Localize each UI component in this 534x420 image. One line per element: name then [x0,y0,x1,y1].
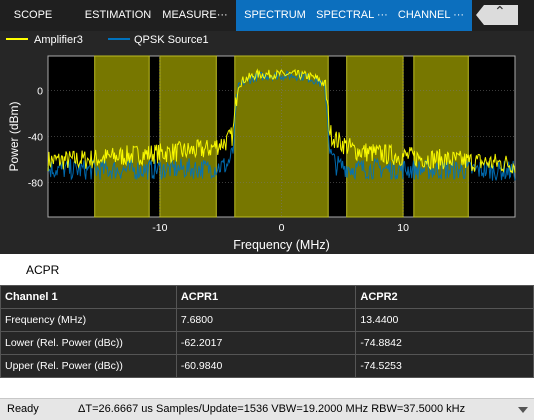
toolstrip-tabs: SCOPE ESTIMATION MEASURE··· SPECTRUM SPE… [0,0,534,31]
channel-band [94,55,150,218]
x-axis-label: Frequency (MHz) [233,238,330,252]
y-axis-label: Power (dBm) [7,101,21,171]
channel-band [346,55,404,218]
y-tick-label: 0 [37,86,43,98]
acpr-row-label: Lower (Rel. Power (dBc)) [0,331,177,355]
status-ready: Ready [7,403,39,415]
tab-measurements[interactable]: MEASURE··· [162,9,228,21]
spectrum-chart-svg[interactable]: -10 0 10 0 -40 -80 Frequency (MHz) Power (dBm) [0,31,534,254]
acpr-header-acpr2: ACPR2 [355,285,534,309]
spectrum-plot: Amplifier3 QPSK Source1 -10 0 10 0 -40 -80 Fre… [0,31,534,254]
plot-legend[interactable]: Amplifier3 QPSK Source1 [0,31,534,49]
series-line-qpsk-source1 [47,70,516,181]
y-tick-label: -40 [28,132,43,144]
x-tick-label: 0 [279,222,285,234]
acpr-header-acpr1: ACPR1 [175,285,357,309]
acpr-cell: 7.6800 [175,308,357,332]
legend-swatch-qpsk-source1 [108,38,130,40]
acpr-title: ACPR [26,263,60,277]
table-row: Upper (Rel. Power (dBc)) -60.9840 -74.52… [0,354,534,378]
acpr-row-label: Frequency (MHz) [0,308,177,332]
acpr-cell: -62.2017 [175,331,357,355]
acpr-header-row: Channel 1 ACPR1 ACPR2 [0,285,534,309]
tab-scope[interactable]: SCOPE [13,9,53,21]
collapse-toolstrip-button[interactable]: ⌃ [484,4,518,25]
tab-channel-measurements[interactable]: CHANNEL ··· [390,0,472,31]
x-tick-label: -10 [152,222,167,234]
status-bar: Ready ΔT=26.6667 us Samples/Update=1536 … [0,398,534,420]
x-tick-label: 10 [397,222,409,234]
legend-swatch-amplifier3 [6,38,28,40]
series-line-amplifier3 [47,68,516,174]
tab-estimation[interactable]: ESTIMATION [84,9,152,21]
legend-label-qpsk-source1: QPSK Source1 [134,34,209,46]
tab-spectral-mask[interactable]: SPECTRAL ··· [314,0,390,31]
channel-band [159,55,217,218]
acpr-cell: -74.5253 [355,354,534,378]
status-measurement-info: ΔT=26.6667 us Samples/Update=1536 VBW=19… [78,403,466,415]
legend-label-amplifier3: Amplifier3 [34,34,83,46]
chevron-up-icon: ⌃ [494,4,506,20]
table-row: Lower (Rel. Power (dBc)) -62.2017 -74.88… [0,331,534,355]
acpr-cell: 13.4400 [355,308,534,332]
status-menu-arrow-icon[interactable] [518,407,528,413]
acpr-table: Channel 1 ACPR1 ACPR2 Frequency (MHz) 7.… [0,285,534,378]
acpr-cell: -74.8842 [355,331,534,355]
y-tick-label: -80 [28,178,43,190]
acpr-header-channel: Channel 1 [0,285,177,309]
acpr-cell: -60.9840 [175,354,357,378]
table-row: Frequency (MHz) 7.6800 13.4400 [0,308,534,332]
tab-spectrum[interactable]: SPECTRUM [236,0,314,31]
acpr-row-label: Upper (Rel. Power (dBc)) [0,354,177,378]
